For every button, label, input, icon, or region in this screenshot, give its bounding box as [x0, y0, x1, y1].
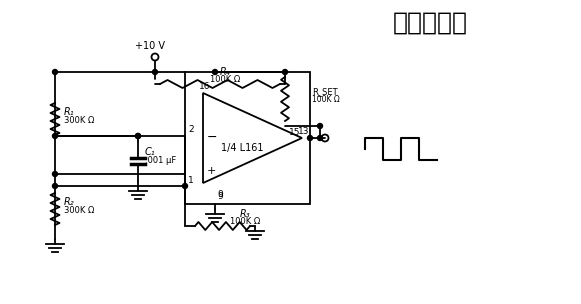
- Text: C₁: C₁: [145, 147, 156, 157]
- Circle shape: [135, 133, 141, 139]
- Circle shape: [52, 171, 58, 177]
- Text: 9: 9: [217, 192, 223, 201]
- Circle shape: [317, 136, 322, 140]
- Circle shape: [307, 136, 313, 140]
- Text: .001 μF: .001 μF: [145, 156, 176, 165]
- Circle shape: [317, 123, 322, 129]
- Text: 15: 15: [289, 128, 300, 137]
- Text: 13: 13: [298, 127, 310, 136]
- Text: 16: 16: [199, 82, 211, 91]
- Text: +: +: [207, 166, 216, 176]
- Text: 100K Ω: 100K Ω: [312, 95, 340, 104]
- Text: R₃: R₃: [240, 209, 250, 219]
- Text: 300K Ω: 300K Ω: [64, 116, 94, 125]
- Circle shape: [213, 70, 217, 74]
- Text: 1/4 L161: 1/4 L161: [221, 143, 264, 153]
- Circle shape: [52, 133, 58, 139]
- Text: R₁: R₁: [64, 107, 74, 117]
- Text: 9: 9: [217, 190, 223, 199]
- Circle shape: [152, 70, 157, 74]
- Circle shape: [135, 133, 141, 139]
- Text: +10 V: +10 V: [135, 41, 165, 51]
- Text: −: −: [207, 130, 217, 143]
- Text: 300K Ω: 300K Ω: [64, 206, 94, 215]
- Circle shape: [282, 70, 288, 74]
- Text: R₂: R₂: [64, 197, 74, 207]
- Text: 2: 2: [188, 125, 193, 134]
- Text: R₄: R₄: [220, 67, 230, 77]
- Circle shape: [52, 184, 58, 188]
- Text: 100K Ω: 100K Ω: [230, 217, 260, 226]
- Circle shape: [52, 70, 58, 74]
- Text: 方波振荡器: 方波振荡器: [393, 11, 468, 35]
- Text: 100K Ω: 100K Ω: [210, 75, 240, 84]
- Text: 1: 1: [188, 176, 193, 185]
- Text: R_SET: R_SET: [312, 87, 338, 96]
- Circle shape: [182, 184, 188, 188]
- Bar: [185, 72, 310, 204]
